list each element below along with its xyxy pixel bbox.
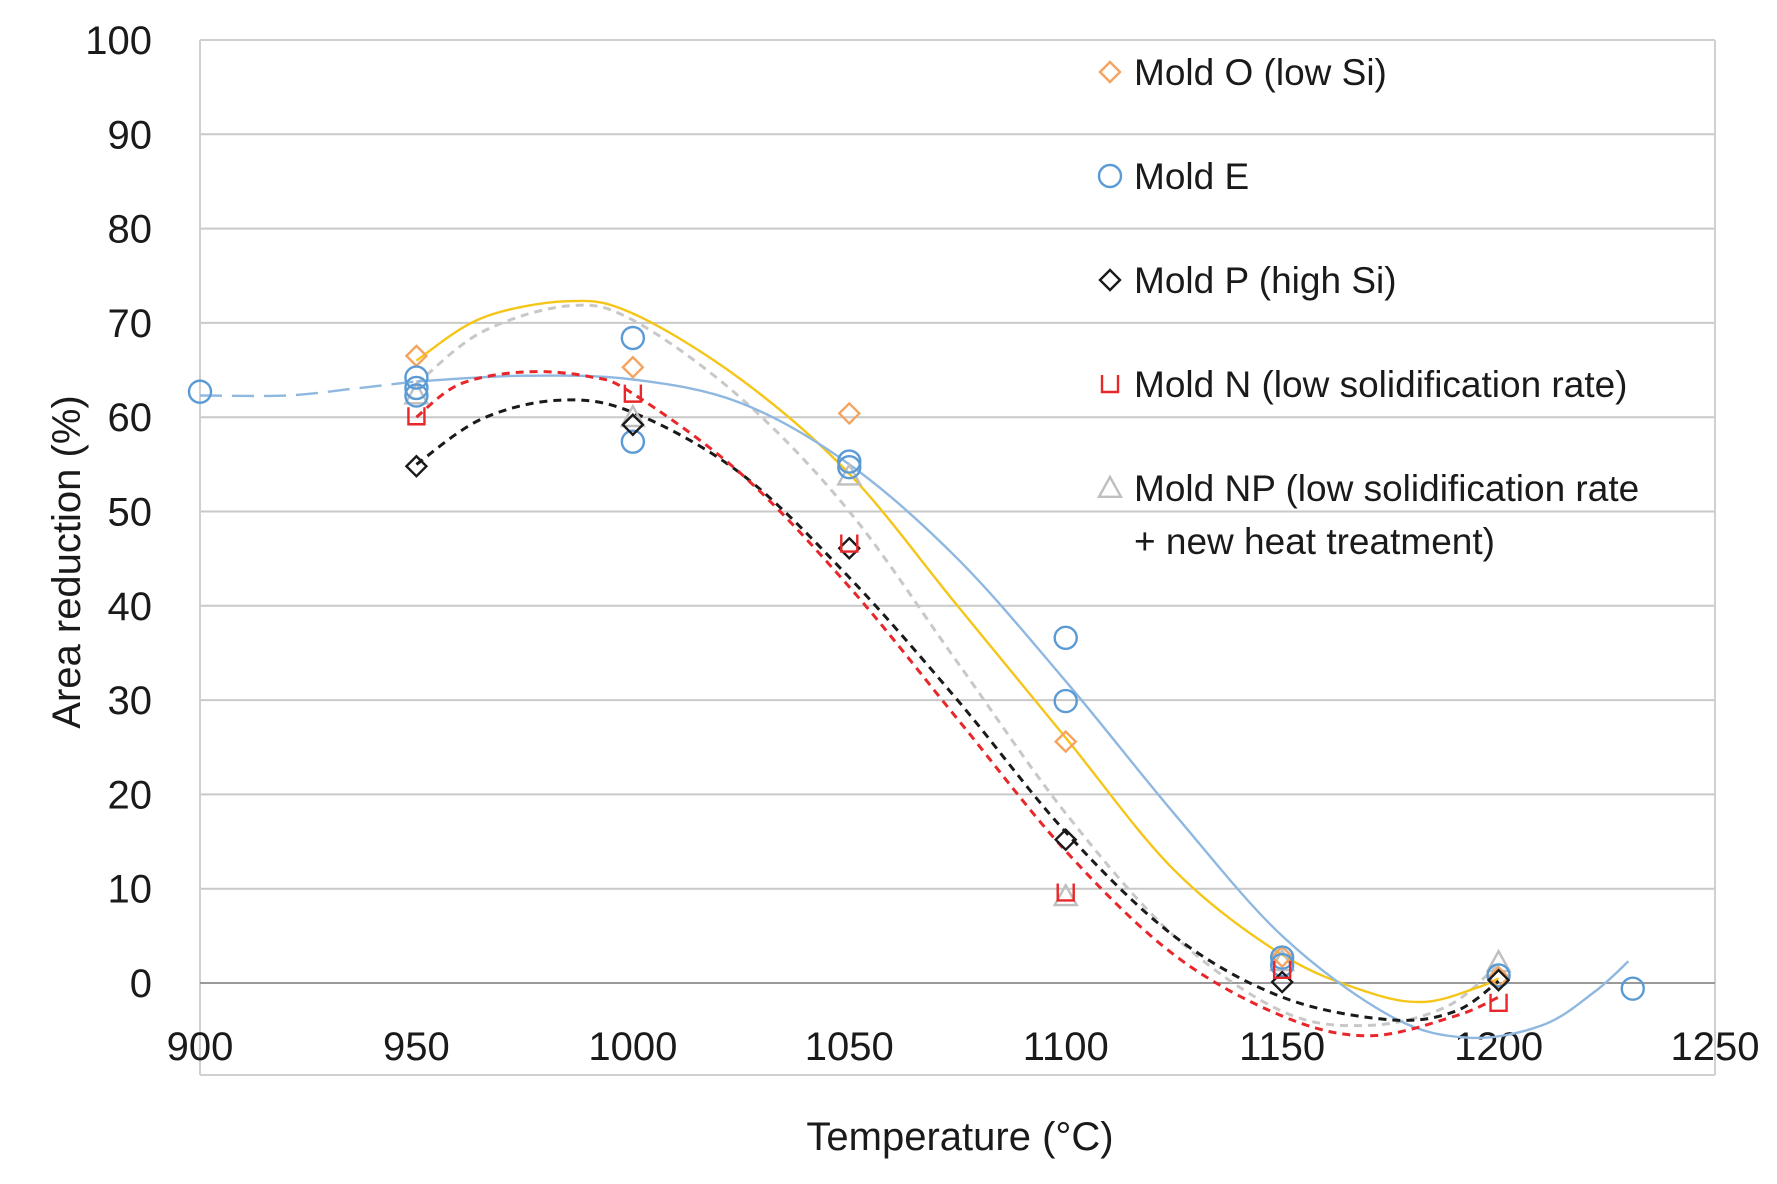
trend-line-np [415, 303, 1500, 1028]
data-point-np [836, 462, 863, 486]
data-point-np [619, 403, 646, 428]
x-tick-label: 900 [167, 1025, 234, 1069]
y-tick-label: 80 [108, 208, 153, 252]
data-point-p [1054, 827, 1078, 852]
legend-label-np: + new heat treatment) [1134, 521, 1495, 562]
legend-label-np: Mold NP (low solidification rate [1134, 468, 1639, 509]
x-tick-label: 1000 [588, 1025, 677, 1069]
data-point-e [1269, 945, 1295, 970]
data-point-o [621, 355, 645, 379]
data-point-o [1054, 729, 1078, 754]
data-point-e [1269, 952, 1295, 978]
legend-label-o: Mold O (low Si) [1134, 52, 1387, 93]
x-tick-label: 1200 [1454, 1025, 1543, 1069]
data-point-np [1052, 882, 1079, 907]
y-tick-label: 20 [108, 773, 153, 817]
data-point-e [404, 365, 429, 390]
trend-line-p [415, 398, 1500, 1022]
legend-marker-p [1098, 268, 1122, 292]
data-point-p [621, 413, 645, 437]
legend-marker-np [1096, 474, 1124, 498]
y-tick-label: 100 [85, 19, 152, 63]
legend-marker-n [1100, 375, 1120, 394]
x-tick-label: 1250 [1671, 1025, 1760, 1069]
legend-marker-e [1097, 163, 1123, 189]
data-point-n [1272, 960, 1292, 979]
trend-line-n [415, 370, 1500, 1038]
x-tick-labels: 900 950 1000 1050 1100 1150 1200 1250 [167, 1025, 1760, 1069]
data-point-o [1270, 944, 1294, 969]
data-point-e [1053, 688, 1078, 714]
data-point-e [187, 379, 213, 404]
data-point-p [837, 536, 861, 560]
trend-line-e-dashed [199, 380, 417, 398]
y-tick-label: 0 [130, 962, 152, 1006]
data-point-n [407, 407, 426, 426]
y-tick-label: 30 [108, 679, 153, 723]
y-tick-label: 10 [108, 868, 153, 912]
trend-lines [199, 299, 1630, 1040]
x-tick-label: 950 [383, 1025, 450, 1069]
legend-label-p: Mold P (high Si) [1134, 260, 1397, 301]
axes [199, 39, 1716, 1076]
data-points [187, 325, 1645, 1012]
y-tick-label: 60 [108, 396, 153, 440]
x-tick-label: 1050 [805, 1025, 894, 1069]
trend-line-e [416, 374, 1630, 1040]
trend-line-o [415, 299, 1500, 1004]
data-point-e [837, 454, 862, 480]
data-point-e [1053, 625, 1078, 651]
data-point-e [620, 325, 646, 351]
x-tick-label: 1150 [1239, 1025, 1325, 1069]
legend: Mold O (low Si) Mold E Mold P (high Si) Mol… [1096, 52, 1639, 562]
data-point-p [404, 454, 429, 478]
x-tick-label: 1100 [1023, 1025, 1109, 1069]
legend-label-n: Mold N (low solidification rate) [1134, 364, 1628, 405]
data-point-n [623, 384, 643, 403]
data-point-e [404, 375, 429, 401]
data-point-p [1486, 968, 1511, 992]
y-tick-label: 40 [108, 585, 153, 629]
data-point-o [837, 401, 861, 426]
data-point-e [620, 429, 646, 454]
legend-label-e: Mold E [1134, 156, 1249, 197]
data-point-e [1486, 963, 1511, 988]
data-point-n [1056, 883, 1075, 902]
x-axis-title: Temperature (°C) [806, 1115, 1113, 1159]
data-point-np [403, 381, 430, 405]
y-tick-labels: 0 10 20 30 40 50 60 70 80 90 100 [85, 19, 152, 1006]
data-point-n [1489, 993, 1508, 1012]
y-tick-label: 90 [108, 113, 153, 157]
data-point-e [837, 449, 862, 474]
data-point-n [840, 534, 859, 553]
y-tick-label: 70 [108, 302, 153, 346]
y-tick-label: 50 [108, 491, 153, 535]
legend-marker-o [1098, 60, 1122, 84]
data-point-e [404, 383, 429, 408]
data-point-e [1620, 976, 1645, 1001]
y-axis-title: Area reduction (%) [45, 395, 89, 728]
